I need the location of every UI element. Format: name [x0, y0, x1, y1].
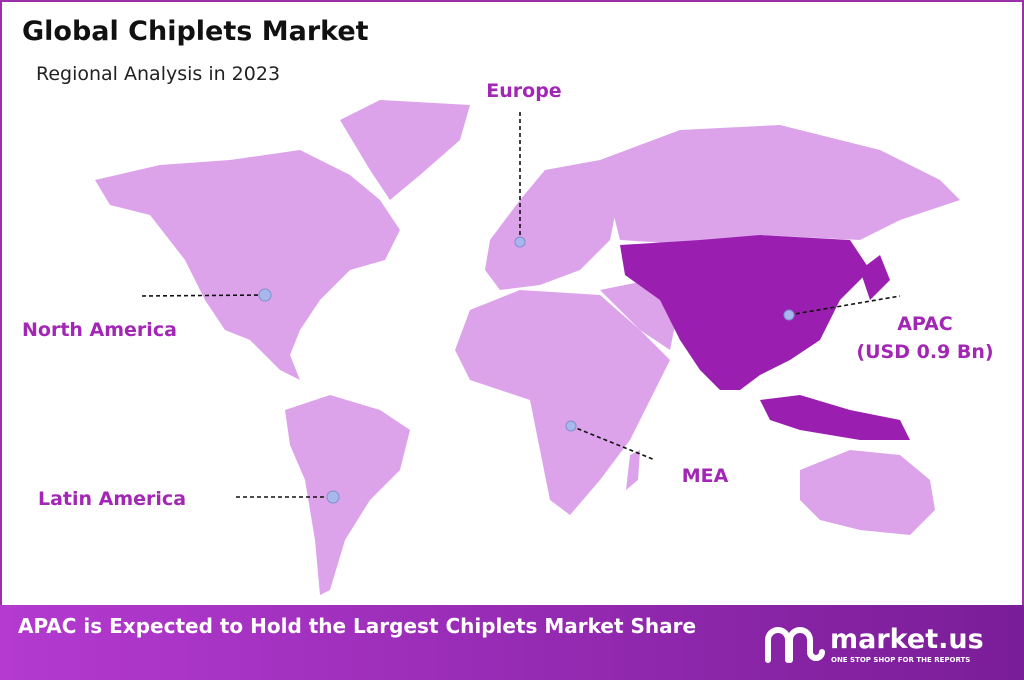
- brand-tagline: ONE STOP SHOP FOR THE REPORTS: [831, 656, 970, 664]
- pointer-dot: [783, 309, 795, 321]
- pointer-line: [788, 295, 901, 316]
- footer-band: [0, 605, 1024, 680]
- pointer-dot: [514, 236, 526, 248]
- north-america: [95, 150, 400, 380]
- indonesia: [760, 395, 910, 440]
- pointer-line: [570, 425, 656, 461]
- australia: [800, 450, 935, 535]
- asia-pacific: [620, 235, 870, 390]
- subtitle: Regional Analysis in 2023: [36, 63, 280, 85]
- pointers: [141, 112, 901, 504]
- pointer-dot: [326, 490, 340, 504]
- region-label: APAC: [897, 313, 953, 335]
- region-label: MEA: [682, 465, 729, 487]
- title: Global Chiplets Market: [22, 16, 369, 47]
- footer-text-box: APAC is Expected to Hold the Largest Chi…: [18, 614, 697, 638]
- south-america: [285, 395, 410, 595]
- japan: [860, 255, 890, 300]
- region-label: Latin America: [38, 488, 186, 510]
- logo-mark: [765, 627, 825, 663]
- madagascar: [626, 450, 640, 490]
- brand-logo: market.us ONE STOP SHOP FOR THE REPORTS: [765, 624, 984, 664]
- region-label: North America: [22, 319, 177, 341]
- region-value: (USD 0.9 Bn): [856, 341, 993, 363]
- region-label: Europe: [486, 80, 561, 102]
- footer-text: APAC is Expected to Hold the Largest Chi…: [18, 614, 697, 638]
- africa: [455, 290, 670, 515]
- europe: [485, 160, 620, 290]
- brand-name: market.us: [830, 624, 984, 655]
- pointer-dot: [258, 288, 272, 302]
- world-map: [95, 100, 960, 595]
- pointer-dot: [565, 420, 577, 432]
- greenland: [340, 100, 470, 200]
- north-asia: [600, 125, 960, 245]
